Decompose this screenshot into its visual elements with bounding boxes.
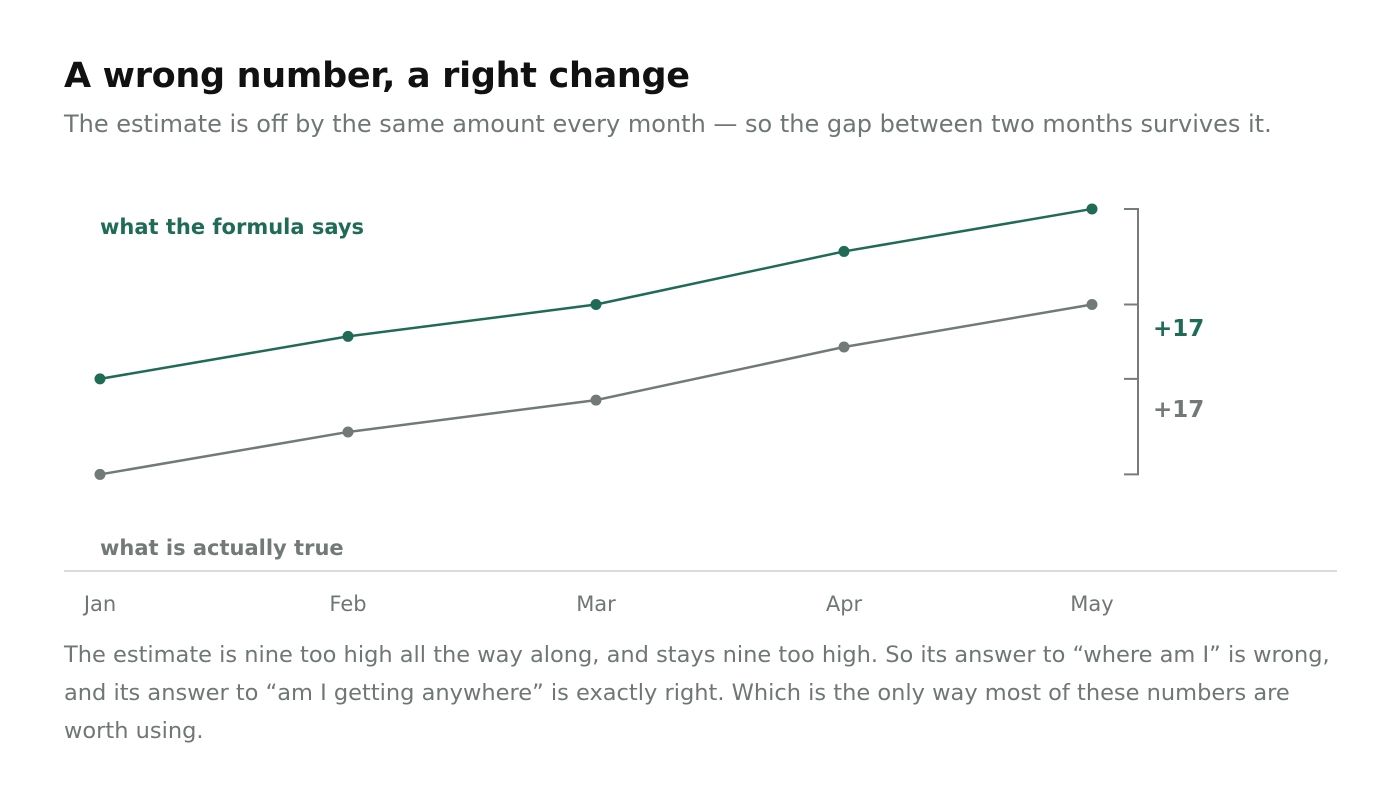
- difference-label-actual: +17: [1153, 397, 1204, 423]
- data-point-s0-mar: [590, 299, 602, 311]
- data-point-s1-may: [1086, 299, 1098, 311]
- series-label-actual: what is actually true: [100, 536, 344, 560]
- series-label-formula: what the formula says: [100, 215, 364, 239]
- data-point-s1-feb: [342, 426, 354, 438]
- series-line-1: [99, 303, 1093, 476]
- chart-title: A wrong number, a right change: [64, 56, 690, 96]
- chart-subtitle: The estimate is off by the same amount e…: [64, 110, 1272, 138]
- data-point-s0-jan: [94, 373, 106, 385]
- data-point-s0-feb: [342, 330, 354, 342]
- x-tick-label-jan: Jan: [82, 592, 116, 616]
- x-tick-label-may: May: [1070, 592, 1113, 616]
- x-tick-label-mar: Mar: [576, 592, 616, 616]
- x-tick-label-feb: Feb: [329, 592, 366, 616]
- data-point-s1-mar: [590, 394, 602, 406]
- data-point-s1-jan: [94, 468, 106, 480]
- x-tick-label-apr: Apr: [826, 592, 863, 616]
- data-point-s0-apr: [838, 245, 850, 257]
- difference-bracket-0: [1124, 207, 1139, 380]
- data-point-s1-apr: [838, 341, 850, 353]
- data-point-s0-may: [1086, 203, 1098, 215]
- line-chart: what the formula says what is actually t…: [64, 203, 1337, 616]
- chart-caption: The estimate is nine too high all the wa…: [64, 642, 1330, 744]
- difference-label-formula: +17: [1153, 316, 1204, 342]
- difference-bracket-1: [1124, 303, 1139, 476]
